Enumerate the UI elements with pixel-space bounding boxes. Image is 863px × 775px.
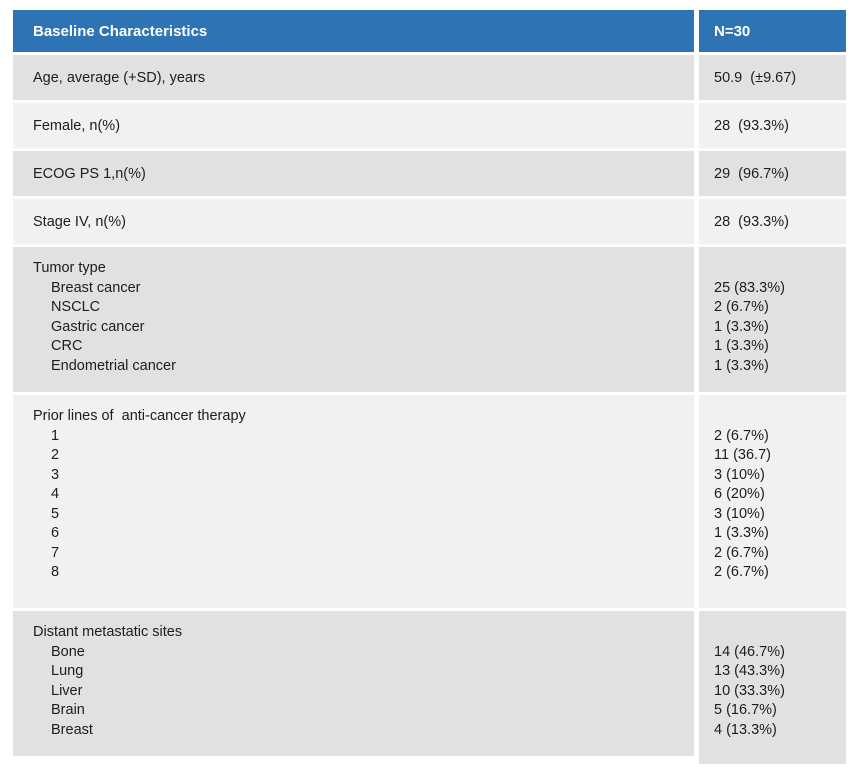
group-row-value-cell: 14 (46.7%) 13 (43.3%) 10 (33.3%) 5 (16.7%) 4…: [699, 611, 846, 764]
row-label-cell: Age, average (+SD), years: [13, 55, 694, 100]
group-item-label: 4: [51, 486, 60, 502]
group-item-value: 4 (13.3%): [714, 721, 777, 738]
group-item-value: 25 (83.3%): [714, 279, 785, 296]
group-row-label-cell: Prior lines of anti-cancer therapy 1 2 3 4 5 6…: [13, 395, 694, 608]
group-item-value: 14 (46.7%): [714, 643, 785, 660]
group-title: Distant metastatic sites: [33, 624, 183, 640]
group-item-label: Lung: [51, 663, 84, 679]
group-row-label-cell: Tumor type Breast cancer NSCLC Gastric canc…: [13, 247, 694, 392]
group-item-label: Endometrial cancer: [51, 357, 176, 374]
row-value-cell: 29 (96.7%): [699, 151, 846, 196]
row-value: 50.9 (±9.67): [714, 69, 797, 86]
group-item-label: Liver: [51, 682, 83, 699]
group-item-value: 11 (36.7): [714, 447, 771, 463]
group-value-spacer: [714, 259, 846, 279]
group-item-value: 2 (6.7%): [714, 564, 769, 580]
group-item-value: 1 (3.3%): [714, 318, 769, 335]
row-label-cell: Female, n(%): [13, 103, 694, 148]
row-value-cell: 28 (93.3%): [699, 103, 846, 148]
row-label-cell: Stage IV, n(%): [13, 199, 694, 244]
group-item-label: NSCLC: [51, 299, 101, 315]
row-label-cell: ECOG PS 1,n(%): [13, 151, 694, 196]
row-label: ECOG PS 1,n(%): [33, 165, 146, 182]
group-item-label: Brain: [51, 702, 85, 718]
group-item-label: Bone: [51, 643, 85, 660]
group-title: Prior lines of anti-cancer therapy: [33, 408, 246, 424]
group-item-value: 6 (20%): [714, 486, 765, 502]
table-header-title: Baseline Characteristics: [13, 10, 694, 52]
row-value: 28 (93.3%): [714, 117, 789, 134]
group-title: Tumor type: [33, 260, 106, 276]
group-item-value: 3 (10%): [714, 466, 765, 483]
group-item-value: 2 (6.7%): [714, 299, 769, 315]
group-item-value: 2 (6.7%): [714, 427, 769, 444]
group-item-label: Breast cancer: [51, 279, 141, 296]
group-item-label: 2: [51, 447, 60, 463]
group-value-spacer: [714, 623, 846, 643]
group-item-label: 6: [51, 525, 60, 541]
baseline-characteristics-table: Baseline Characteristics N=30 Age, avera…: [13, 10, 846, 764]
group-item-value: 13 (43.3%): [714, 663, 785, 679]
row-label: Stage IV, n(%): [33, 213, 126, 230]
group-item-label: Gastric cancer: [51, 318, 145, 335]
group-item-value: 1 (3.3%): [714, 525, 769, 541]
group-value-spacer: [714, 407, 846, 427]
row-label: Female, n(%): [33, 117, 121, 134]
group-item-label: Breast: [51, 721, 93, 738]
group-item-label: 7: [51, 544, 60, 561]
group-item-label: CRC: [51, 338, 83, 354]
row-label: Age, average (+SD), years: [33, 69, 206, 86]
group-item-value: 5 (16.7%): [714, 702, 777, 718]
group-item-label: 1: [51, 427, 60, 444]
table-header-n-value: N=30: [699, 10, 846, 52]
group-row-value-cell: 2 (6.7%) 11 (36.7) 3 (10%) 6 (20%) 3 (10%) 1 …: [699, 395, 846, 608]
row-value: 29 (96.7%): [714, 165, 789, 182]
group-item-value: 3 (10%): [714, 505, 765, 522]
group-item-label: 3: [51, 466, 60, 483]
group-item-label: 8: [51, 564, 60, 580]
group-item-label: 5: [51, 505, 60, 522]
group-item-value: 1 (3.3%): [714, 338, 769, 354]
row-value: 28 (93.3%): [714, 213, 789, 230]
row-value-cell: 28 (93.3%): [699, 199, 846, 244]
group-item-value: 2 (6.7%): [714, 544, 769, 561]
group-item-value: 1 (3.3%): [714, 357, 769, 374]
group-row-value-cell: 25 (83.3%) 2 (6.7%) 1 (3.3%) 1 (3.3%) 1 (3.3…: [699, 247, 846, 392]
group-row-label-cell: Distant metastatic sites Bone Lung Liver Bra…: [13, 611, 694, 756]
group-item-value: 10 (33.3%): [714, 682, 785, 699]
row-value-cell: 50.9 (±9.67): [699, 55, 846, 100]
